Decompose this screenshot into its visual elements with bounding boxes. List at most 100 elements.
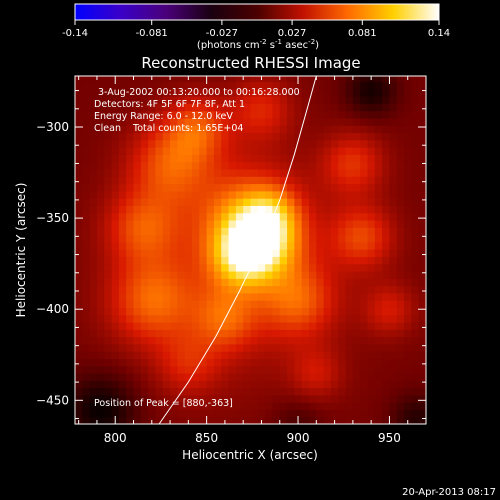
heatmap-cell (133, 314, 142, 323)
heatmap-cell (199, 132, 208, 141)
heatmap-cell (396, 256, 405, 265)
heatmap-cell (323, 343, 332, 352)
heatmap-cell (140, 227, 149, 236)
heatmap-cell (148, 321, 157, 330)
heatmap-cell (265, 154, 274, 163)
heatmap-cell (213, 227, 222, 236)
heatmap-cell (418, 278, 426, 287)
heatmap-cell (199, 183, 208, 192)
heatmap-cell (82, 81, 91, 90)
heatmap-cell (235, 241, 244, 250)
heatmap-cell (75, 285, 83, 294)
heatmap-cell (294, 212, 303, 221)
heatmap-cell (162, 227, 171, 236)
heatmap-cell (323, 380, 332, 389)
heatmap-cell (155, 125, 164, 134)
heatmap-cell (133, 190, 142, 199)
heatmap-cell (418, 117, 426, 126)
heatmap-cell (199, 416, 208, 424)
heatmap-cell (199, 285, 208, 294)
heatmap-cell (206, 161, 215, 170)
heatmap-cell (301, 343, 310, 352)
heatmap-cell (389, 292, 398, 301)
heatmap-cell (206, 103, 215, 112)
heatmap-cell (367, 321, 376, 330)
heatmap-cell (418, 292, 426, 301)
heatmap-cell (221, 336, 230, 345)
heatmap-cell (316, 161, 325, 170)
heatmap-cell (118, 263, 127, 272)
heatmap-cell (228, 249, 237, 257)
heatmap-cell (323, 190, 332, 199)
heatmap-cell (294, 110, 303, 119)
heatmap-cell (184, 117, 193, 126)
heatmap-cell (155, 372, 164, 381)
heatmap-cell (338, 336, 347, 345)
heatmap-cell (418, 307, 426, 316)
heatmap-cell (265, 387, 274, 396)
heatmap-cell (162, 219, 171, 228)
heatmap-cell (96, 365, 105, 374)
heatmap-cell (382, 394, 391, 403)
heatmap-cell (96, 314, 105, 323)
heatmap-cell (170, 249, 178, 257)
heatmap-cell (162, 358, 171, 367)
heatmap-cell (411, 154, 420, 163)
heatmap-cell (243, 387, 252, 396)
heatmap-cell (338, 96, 347, 104)
heatmap-cell (316, 321, 325, 330)
heatmap-cell (250, 358, 259, 367)
heatmap-cell (206, 81, 215, 90)
heatmap-cell (192, 227, 200, 236)
heatmap-cell (162, 103, 171, 112)
heatmap-cell (104, 300, 113, 308)
heatmap-cell (82, 125, 91, 134)
heatmap-cell (309, 125, 317, 134)
heatmap-cell (287, 321, 295, 330)
heatmap-cell (111, 205, 120, 214)
heatmap-cell (250, 234, 259, 243)
heatmap-cell (213, 219, 222, 228)
heatmap-cell (367, 409, 376, 418)
heatmap-cell (221, 117, 230, 126)
heatmap-cell (345, 103, 354, 112)
heatmap-cell (360, 343, 369, 352)
heatmap-cell (206, 117, 215, 126)
heatmap-cell (140, 132, 149, 141)
heatmap-cell (75, 103, 83, 112)
heatmap-cell (104, 372, 113, 381)
heatmap-cell (309, 314, 317, 323)
heatmap-cell (301, 96, 310, 104)
heatmap-cell (192, 249, 200, 257)
heatmap-cell (104, 132, 113, 141)
heatmap-cell (382, 103, 391, 112)
heatmap-cell (184, 190, 193, 199)
heatmap-cell (206, 329, 215, 338)
heatmap-cell (140, 351, 149, 360)
heatmap-cell (309, 212, 317, 221)
heatmap-cell (192, 285, 200, 294)
heatmap-cell (126, 198, 135, 206)
heatmap-cell (404, 292, 412, 301)
heatmap-cell (170, 307, 178, 316)
heatmap-cell (404, 183, 412, 192)
heatmap-cell (323, 285, 332, 294)
heatmap-cell (257, 154, 266, 163)
heatmap-cell (396, 336, 405, 345)
heatmap-cell (228, 285, 237, 294)
heatmap-cell (279, 234, 288, 243)
heatmap-cell (352, 96, 361, 104)
heatmap-cell (360, 241, 369, 250)
heatmap-cell (82, 198, 91, 206)
heatmap-cell (162, 117, 171, 126)
heatmap-cell (148, 212, 157, 221)
heatmap-cell (199, 154, 208, 163)
heatmap-cell (272, 343, 281, 352)
heatmap-cell (162, 81, 171, 90)
heatmap-cell (192, 139, 200, 148)
heatmap-cell (133, 387, 142, 396)
heatmap-cell (374, 292, 383, 301)
heatmap-cell (301, 103, 310, 112)
heatmap-cell (257, 343, 266, 352)
heatmap-cell (309, 110, 317, 119)
